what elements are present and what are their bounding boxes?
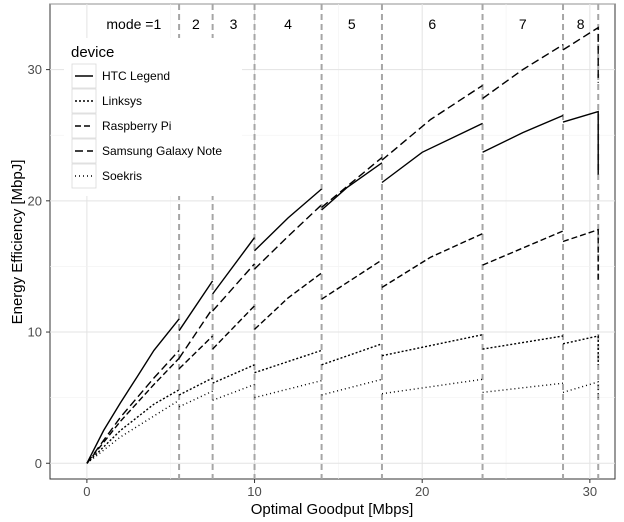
series-segment: [562, 26, 599, 83]
series-segment: [254, 272, 323, 330]
series-segment: [254, 204, 323, 270]
legend-entry: Raspberry Pi: [71, 113, 171, 139]
mode-labels: mode =1 2 3 4 5 6 7 8: [106, 16, 584, 32]
series-segment: [562, 228, 599, 280]
axes: 0 10 20 30 0 10 20 30: [28, 62, 598, 499]
series-samsung-galaxy-note: [86, 26, 599, 464]
mode-label: 3: [230, 16, 238, 32]
series-raspberry-pi: [86, 228, 599, 464]
mode-label: 6: [428, 16, 436, 32]
series-segment: [381, 334, 483, 357]
series-segment: [86, 318, 180, 464]
legend-entry: Soekris: [71, 163, 142, 189]
series-segment: [86, 357, 180, 464]
series-segment: [482, 230, 564, 266]
x-tick-label: 10: [247, 484, 261, 499]
x-tick-label: 30: [583, 484, 597, 499]
y-tick-label: 30: [28, 62, 42, 77]
series-segment: [381, 122, 483, 184]
series-htc-legend: [86, 110, 599, 464]
series-segment: [381, 84, 483, 161]
series-segment: [254, 188, 323, 252]
series-segment: [321, 162, 383, 211]
series-segment: [562, 380, 599, 398]
x-axis-title: Optimal Goodput [Mbps]: [251, 501, 414, 518]
mode-label: 4: [284, 16, 292, 32]
legend-title: device: [71, 44, 114, 61]
mode-label: 7: [519, 16, 527, 32]
y-tick-label: 20: [28, 193, 42, 208]
y-tick-label: 10: [28, 325, 42, 340]
legend-label: Samsung Galaxy Note: [102, 144, 222, 158]
series-segment: [381, 378, 483, 395]
series-segment: [86, 349, 180, 464]
series-segment: [381, 232, 483, 288]
series-segment: [212, 237, 256, 295]
y-tick-label: 0: [35, 456, 42, 471]
series-segment: [86, 389, 180, 464]
mode-label: 2: [192, 16, 200, 32]
series-segment: [321, 378, 383, 396]
series-lines: [86, 26, 599, 464]
series-segment: [178, 308, 214, 359]
series-segment: [482, 335, 564, 350]
mode-label: 8: [577, 16, 585, 32]
legend-label: Linksys: [102, 94, 142, 108]
series-segment: [562, 110, 599, 175]
series-segment: [212, 305, 256, 350]
x-tick-label: 0: [83, 484, 90, 499]
series-segment: [212, 263, 256, 312]
legend-entry: Linksys: [71, 88, 142, 114]
mode-label: 5: [348, 16, 356, 32]
legend: device HTC Legend Linksys Raspberry Pi Sams…: [64, 38, 242, 196]
legend-entry: Samsung Galaxy Note: [71, 138, 222, 164]
x-tick-label: 20: [415, 484, 429, 499]
y-axis-title: Energy Efficiency [MbpJ]: [9, 160, 26, 325]
series-segment: [482, 114, 564, 153]
legend-label: Raspberry Pi: [102, 119, 171, 133]
series-segment: [178, 335, 214, 370]
series-segment: [482, 44, 564, 100]
legend-entry: HTC Legend: [71, 63, 170, 89]
series-segment: [482, 382, 564, 394]
series-segment: [86, 399, 180, 464]
series-soekris: [86, 378, 599, 464]
legend-label: Soekris: [102, 169, 142, 183]
legend-label: HTC Legend: [102, 69, 170, 83]
series-segment: [178, 280, 214, 332]
mode-label: mode =1: [106, 16, 161, 32]
series-segment: [321, 343, 383, 366]
series-segment: [562, 335, 599, 365]
series-linksys: [86, 334, 599, 464]
legend-entries: HTC Legend Linksys Raspberry Pi Samsung Gal…: [71, 63, 222, 189]
series-segment: [321, 259, 383, 300]
series-segment: [321, 156, 383, 208]
